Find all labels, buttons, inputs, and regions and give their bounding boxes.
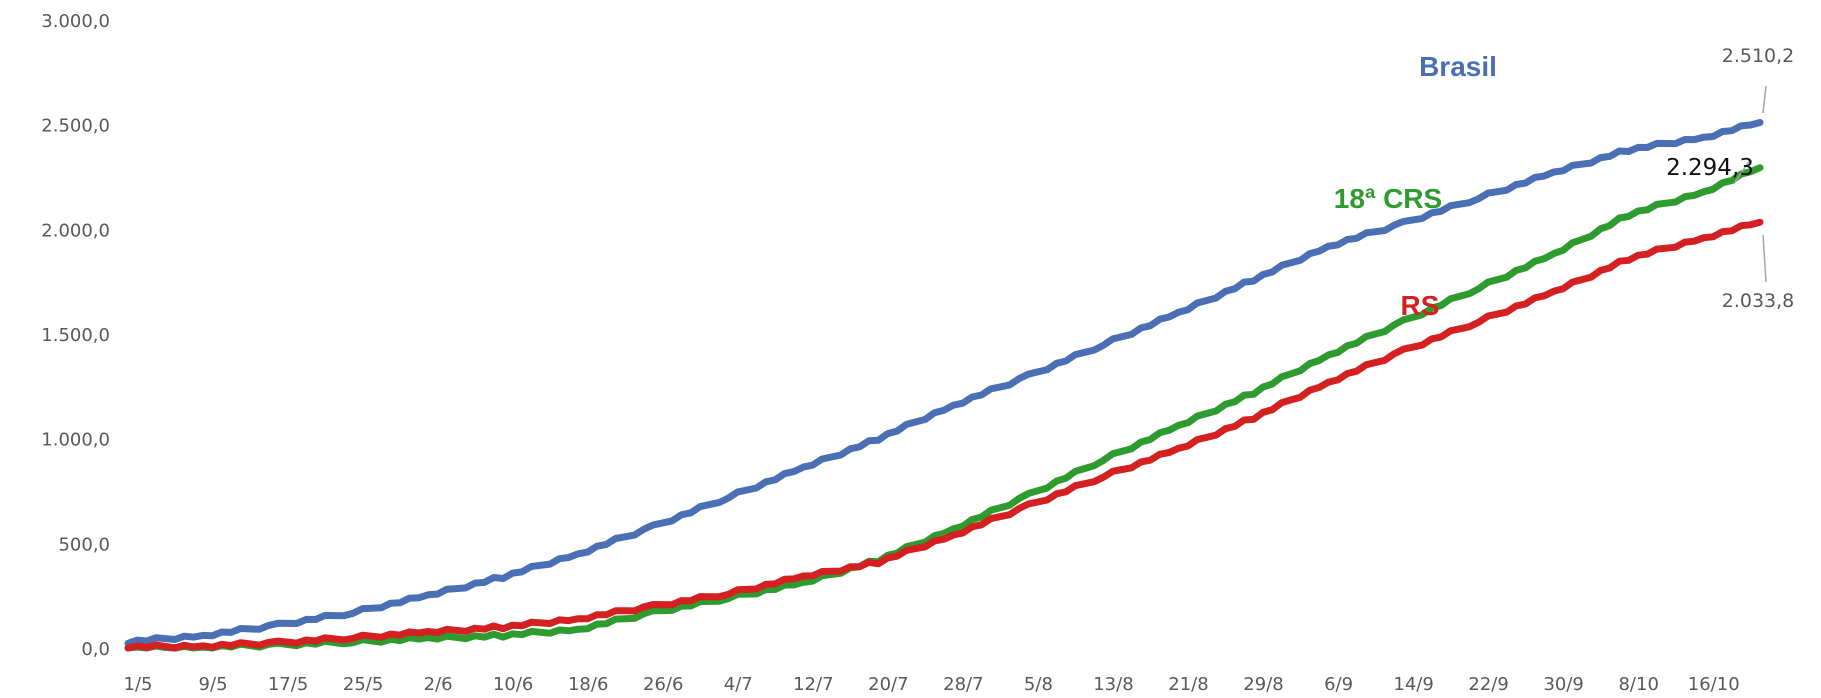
end-value-rs: 2.033,8 [1722,290,1795,312]
x-tick-label: 16/10 [1688,674,1740,695]
end-value-18a-crs: 2.294,3 [1666,155,1754,181]
x-tick-label: 26/6 [643,674,683,695]
x-tick-label: 4/7 [724,674,753,695]
series-labels: Brasil 18ª CRS RS [1334,51,1497,321]
series-line-rs [124,218,1764,652]
series-label-rs: RS [1401,290,1440,321]
y-tick-label: 2.000,0 [41,220,110,241]
x-tick-label: 12/7 [793,674,833,695]
series-line-18a-crs [124,164,1764,652]
leader-line-18a-crs [1734,159,1751,183]
end-value-labels: 2.510,2 2.294,3 2.033,8 [1666,45,1794,312]
x-tick-label: 9/5 [199,674,228,695]
x-tick-label: 13/8 [1093,674,1133,695]
x-tick-label: 28/7 [943,674,983,695]
x-tick-label: 20/7 [868,674,908,695]
y-tick-label: 1.000,0 [41,430,110,451]
y-axis: 0,0 500,0 1.000,0 1.500,0 2.000,0 2.500,0 3.00… [41,11,110,660]
x-tick-label: 1/5 [124,674,153,695]
series-lines [124,119,1764,652]
x-tick-label: 29/8 [1243,674,1283,695]
x-tick-label: 25/5 [343,674,383,695]
x-tick-label: 30/9 [1543,674,1583,695]
x-tick-label: 5/8 [1024,674,1053,695]
y-tick-label: 2.500,0 [41,116,110,137]
x-tick-label: 18/6 [568,674,608,695]
x-tick-label: 6/9 [1324,674,1353,695]
y-tick-label: 1.500,0 [41,325,110,346]
x-axis: 1/5 9/5 17/5 25/5 2/6 10/6 18/6 26/6 4/7 12/7 20/7… [124,674,1740,695]
y-tick-label: 500,0 [58,534,110,555]
x-tick-label: 21/8 [1168,674,1208,695]
x-tick-label: 17/5 [268,674,308,695]
end-value-brasil: 2.510,2 [1722,45,1795,67]
leader-line-rs [1762,234,1767,283]
x-tick-label: 8/10 [1618,674,1658,695]
series-label-18a-crs: 18ª CRS [1334,183,1442,214]
y-tick-label: 0,0 [81,639,110,660]
leader-line-brasil [1762,85,1767,114]
x-tick-label: 22/9 [1468,674,1508,695]
series-line-brasil [124,119,1764,647]
x-tick-label: 14/9 [1393,674,1433,695]
x-tick-label: 10/6 [493,674,533,695]
series-label-brasil: Brasil [1419,51,1497,82]
x-tick-label: 2/6 [424,674,453,695]
y-tick-label: 3.000,0 [41,11,110,32]
